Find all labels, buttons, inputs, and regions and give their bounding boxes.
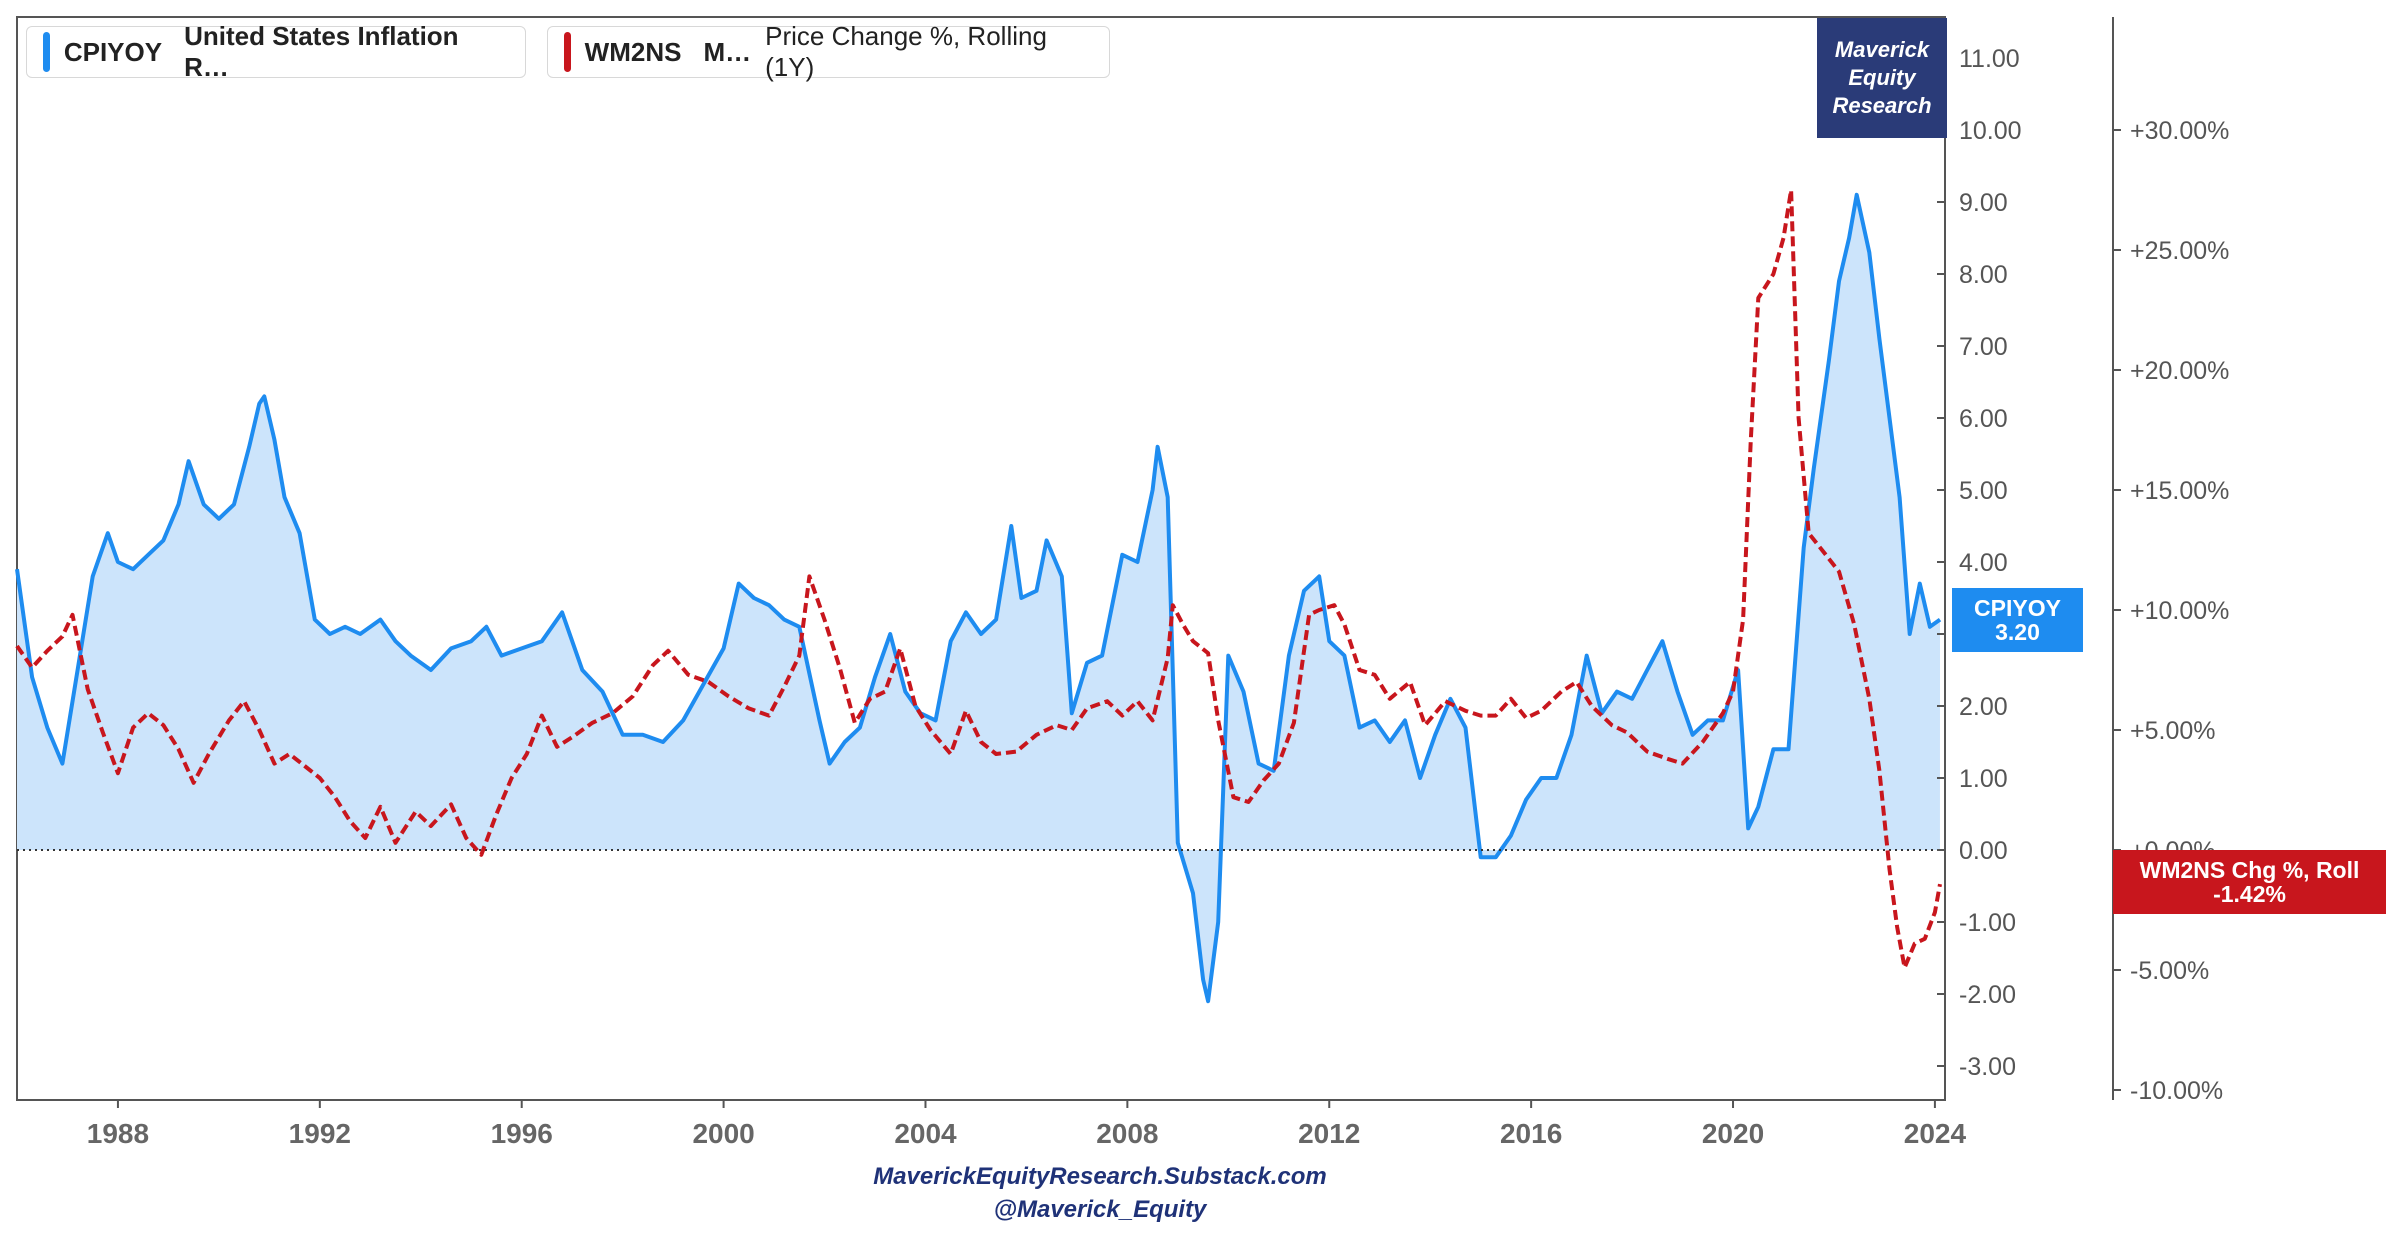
x-tick-label: 2020 xyxy=(1702,1118,1764,1149)
x-tick-label: 2000 xyxy=(692,1118,754,1149)
legend-swatch-cpiyoy xyxy=(43,32,50,72)
x-tick-label: 2012 xyxy=(1298,1118,1360,1149)
legend-metric: Price Change %, Rolling (1Y) xyxy=(765,21,1047,82)
y-left-tick-label: -3.00 xyxy=(1959,1053,2016,1081)
brand-line: Research xyxy=(1832,93,1932,118)
y-left-tick-label: 1.00 xyxy=(1959,765,2008,793)
legend-code: CPIYOY xyxy=(63,36,163,67)
cpiyoy-area xyxy=(17,194,1940,1002)
y-right-tick-label: +15.00% xyxy=(2130,477,2229,505)
legend-code: WM2NS xyxy=(584,36,682,67)
x-tick-label: 1992 xyxy=(289,1118,351,1149)
wm2ns-line xyxy=(15,188,1942,970)
x-tick-label: 2008 xyxy=(1096,1118,1158,1149)
y-right-tick-label: +25.00% xyxy=(2130,237,2229,265)
y-left-tick-label: 10.00 xyxy=(1959,117,2022,145)
y-left-tick-label: -2.00 xyxy=(1959,981,2016,1009)
footer-handle: @Maverick_Equity xyxy=(993,1196,1207,1223)
brand-line: Equity xyxy=(1848,65,1916,90)
legend-swatch-wm2ns xyxy=(564,32,571,72)
last-value-tag-wm2ns: WM2NS Chg %, Roll -1.42% xyxy=(2113,850,2386,914)
y-right-tick-label: +20.00% xyxy=(2130,357,2229,385)
tag-series-name: WM2NS Chg %, Roll xyxy=(2139,857,2360,883)
x-tick-label: 1996 xyxy=(491,1118,553,1149)
y-right-tick-label: +30.00% xyxy=(2130,117,2229,145)
x-tick-label: 1988 xyxy=(87,1118,149,1149)
y-left-tick-label: 8.00 xyxy=(1959,261,2008,289)
x-tick-label: 2004 xyxy=(894,1118,957,1149)
tag-series-value: 3.20 xyxy=(1995,619,2040,645)
y-right-tick-label: +5.00% xyxy=(2130,717,2216,745)
y-left-tick-label: 4.00 xyxy=(1959,549,2008,577)
y-left-tick-label: 7.00 xyxy=(1959,333,2008,361)
y-left-tick-label: 2.00 xyxy=(1959,693,2008,721)
y-left-tick-label: 5.00 xyxy=(1959,477,2008,505)
y-right-tick-label: -5.00% xyxy=(2130,957,2209,985)
y-left-tick-label: 9.00 xyxy=(1959,189,2008,217)
y-right-tick-label: +10.00% xyxy=(2130,597,2229,625)
legend-name: M… xyxy=(703,36,752,67)
legend-item-cpiyoy[interactable]: CPIYOY United States Inflation R… xyxy=(26,21,526,82)
y-left-tick-label: 11.00 xyxy=(1959,45,2020,73)
last-value-tag-cpiyoy: CPIYOY 3.20 xyxy=(1952,588,2083,652)
y-right-tick-label: -10.00% xyxy=(2130,1077,2223,1105)
cpiyoy-line xyxy=(15,192,1942,1004)
tag-series-name: CPIYOY xyxy=(1974,595,2061,621)
legend-item-wm2ns[interactable]: WM2NS M… Price Change %, Rolling (1Y) xyxy=(547,21,1110,82)
y-left-tick-label: -1.00 xyxy=(1959,909,2016,937)
x-tick-label: 2024 xyxy=(1904,1118,1967,1149)
brand-line: Maverick xyxy=(1834,37,1930,62)
footer-site: MaverickEquityResearch.Substack.com xyxy=(873,1163,1327,1190)
y-left-tick-label: 6.00 xyxy=(1959,405,2008,433)
brand-logo: Maverick Equity Research xyxy=(1817,18,1947,138)
tag-series-value: -1.42% xyxy=(2213,881,2286,907)
legend-name: United States Inflation R… xyxy=(184,21,459,82)
plot-frame xyxy=(16,16,1946,1101)
y-left-tick-label: 0.00 xyxy=(1959,837,2008,865)
x-tick-label: 2016 xyxy=(1500,1118,1562,1149)
